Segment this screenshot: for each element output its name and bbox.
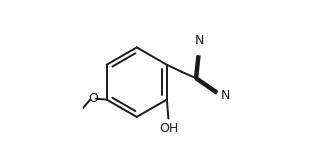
Text: N: N [221, 89, 230, 102]
Text: OH: OH [159, 122, 178, 135]
Text: N: N [195, 34, 204, 47]
Text: O: O [88, 92, 98, 105]
